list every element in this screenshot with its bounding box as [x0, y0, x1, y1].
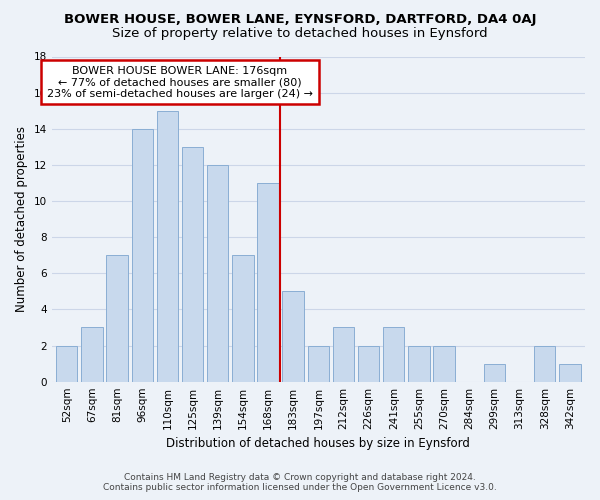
Bar: [207, 165, 229, 382]
Text: BOWER HOUSE BOWER LANE: 176sqm
← 77% of detached houses are smaller (80)
23% of : BOWER HOUSE BOWER LANE: 176sqm ← 77% of …: [47, 66, 313, 98]
Bar: [308, 346, 329, 382]
Y-axis label: Number of detached properties: Number of detached properties: [15, 126, 28, 312]
Bar: [81, 328, 103, 382]
Bar: [232, 255, 254, 382]
Bar: [56, 346, 77, 382]
Bar: [157, 110, 178, 382]
Bar: [106, 255, 128, 382]
Bar: [182, 147, 203, 382]
Text: Contains HM Land Registry data © Crown copyright and database right 2024.
Contai: Contains HM Land Registry data © Crown c…: [103, 473, 497, 492]
Bar: [333, 328, 354, 382]
X-axis label: Distribution of detached houses by size in Eynsford: Distribution of detached houses by size …: [166, 437, 470, 450]
Bar: [484, 364, 505, 382]
Bar: [383, 328, 404, 382]
Bar: [283, 292, 304, 382]
Bar: [559, 364, 581, 382]
Bar: [257, 183, 279, 382]
Bar: [358, 346, 379, 382]
Bar: [534, 346, 556, 382]
Bar: [131, 129, 153, 382]
Text: BOWER HOUSE, BOWER LANE, EYNSFORD, DARTFORD, DA4 0AJ: BOWER HOUSE, BOWER LANE, EYNSFORD, DARTF…: [64, 12, 536, 26]
Text: Size of property relative to detached houses in Eynsford: Size of property relative to detached ho…: [112, 28, 488, 40]
Bar: [408, 346, 430, 382]
Bar: [433, 346, 455, 382]
